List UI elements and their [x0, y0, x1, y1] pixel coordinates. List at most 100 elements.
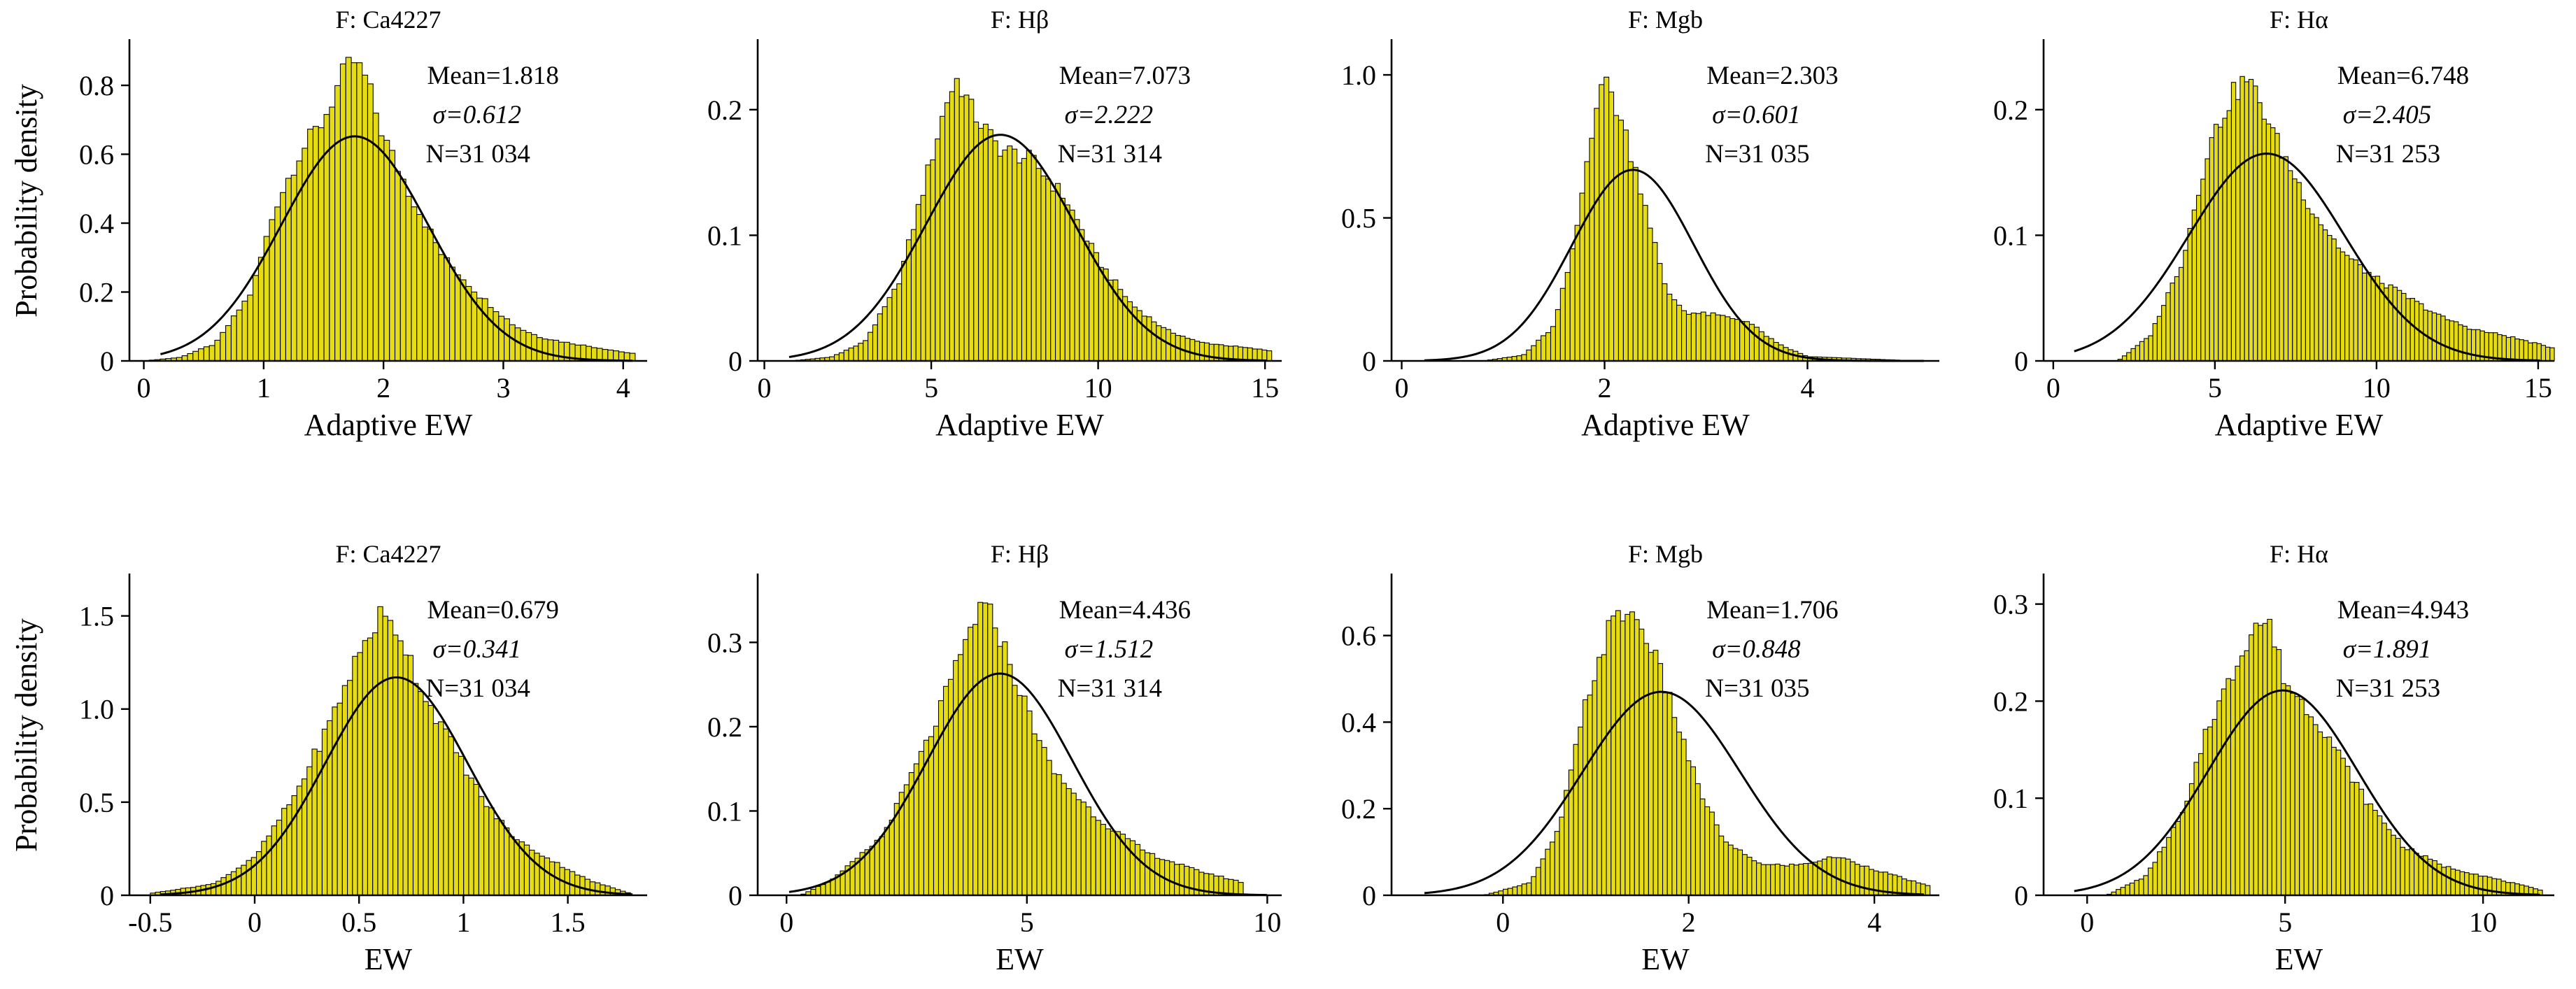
histogram-bar [1622, 129, 1629, 362]
histogram-bar [896, 283, 903, 362]
histogram-bar [2174, 276, 2180, 362]
histogram-bar [2152, 862, 2158, 896]
histogram-bar [1727, 844, 1734, 896]
histogram-bar [1093, 252, 1099, 362]
histogram-bar [549, 861, 555, 896]
histogram-bar [2445, 866, 2451, 896]
histogram-bar [220, 332, 227, 362]
histogram-bar [1608, 91, 1615, 362]
y-tick-label: 0.2 [1993, 685, 2028, 717]
histogram-bar [1732, 848, 1739, 896]
histogram-bar [1869, 869, 1874, 896]
histogram-bar [534, 853, 540, 896]
histogram-bar [1139, 849, 1146, 896]
histogram-bar [1199, 341, 1205, 362]
histogram-bar [2354, 782, 2360, 896]
histogram-bar [2436, 313, 2442, 362]
panel-title: F: Hα [2270, 6, 2328, 34]
histogram-bar [1751, 860, 1757, 896]
histogram-bar [935, 138, 941, 362]
histogram-bar [2395, 837, 2401, 896]
histogram-bar [872, 324, 878, 362]
histogram-bar [198, 348, 204, 362]
stat-count: N=31 035 [1705, 674, 1809, 703]
histogram-bar [514, 839, 520, 896]
histogram-bar [2396, 290, 2402, 362]
histogram-bar [864, 849, 870, 896]
histogram-bar [443, 728, 449, 896]
histogram-bar [2198, 753, 2204, 896]
histogram-bar [2280, 683, 2286, 896]
y-tick-label: 0.1 [707, 795, 742, 827]
stat-count: N=31 034 [426, 674, 530, 703]
histogram-bar [1151, 321, 1157, 362]
panel-title: F: Ca4227 [335, 6, 441, 34]
histogram-bar [306, 766, 313, 896]
histogram-bar [982, 602, 989, 896]
histogram-bar [1521, 354, 1527, 362]
histogram-bar [949, 91, 955, 362]
histogram-bar [1699, 798, 1706, 896]
histogram-bar [352, 655, 358, 896]
histogram-bar [542, 339, 549, 362]
histogram-bar [1084, 241, 1090, 362]
histogram-bar [2466, 329, 2472, 362]
histogram-bar [2187, 227, 2193, 362]
x-tick-label: 1.5 [551, 906, 586, 938]
histogram-bar [2308, 716, 2314, 896]
histogram-bar [2157, 851, 2163, 896]
histogram-bar [2318, 224, 2323, 362]
histogram-bar [1066, 788, 1072, 896]
histogram-bar [276, 820, 283, 896]
histogram-bar [940, 115, 946, 362]
histogram-bar [1739, 320, 1746, 362]
histogram-bar [1784, 865, 1790, 896]
histogram-bars [1482, 76, 1920, 362]
histogram-bar [2292, 178, 2298, 362]
histogram-bar [2249, 634, 2254, 896]
histogram-bar [2175, 820, 2181, 896]
panel-title: F: Mgb [1628, 540, 1703, 568]
histogram-bar [257, 257, 264, 362]
histogram-bar [868, 332, 874, 362]
histogram-bar [2340, 757, 2346, 896]
histogram-bar [2156, 315, 2163, 362]
histogram-bar [853, 346, 859, 362]
histogram-bar [460, 279, 467, 362]
y-tick-label: 0.5 [1341, 203, 1376, 234]
histogram-bar [2326, 737, 2333, 896]
histogram-bar [1705, 315, 1711, 362]
histogram-bar [948, 678, 954, 896]
histogram-bar [1261, 349, 1268, 362]
histogram-bar [2366, 271, 2372, 362]
histogram-bar [2312, 724, 2319, 896]
histogram-bar [1252, 348, 1258, 362]
histogram-bar [1599, 84, 1605, 362]
histogram-bar [187, 353, 194, 362]
histogram-bar [2296, 182, 2302, 362]
histogram-bar [341, 685, 348, 896]
histogram-bar [351, 62, 358, 362]
stat-mean: Mean=4.436 [1059, 596, 1191, 625]
histogram-bar [241, 865, 247, 896]
histogram-bar [2161, 846, 2167, 896]
histogram-bar [1075, 799, 1082, 896]
histogram-bar [2377, 815, 2383, 896]
histogram-bar [600, 884, 606, 896]
histogram-bar [1161, 327, 1167, 362]
histogram-bar [345, 57, 352, 362]
histogram-bar [925, 164, 931, 362]
histogram-bar [377, 606, 383, 896]
y-tick-label: 0.2 [79, 277, 114, 308]
stat-sigma: σ=1.512 [1065, 635, 1153, 664]
histogram-bar [2125, 884, 2130, 896]
histogram-bar [2482, 876, 2488, 896]
histogram-bar [1535, 867, 1541, 896]
histogram-bar [498, 315, 505, 362]
x-axis-title: Adaptive EW [935, 408, 1104, 442]
histogram-bar [2491, 878, 2498, 896]
histogram-bar [2235, 99, 2241, 362]
histogram-bar [2414, 853, 2419, 896]
histogram-bar [1584, 161, 1590, 362]
histogram-bar [362, 74, 369, 362]
